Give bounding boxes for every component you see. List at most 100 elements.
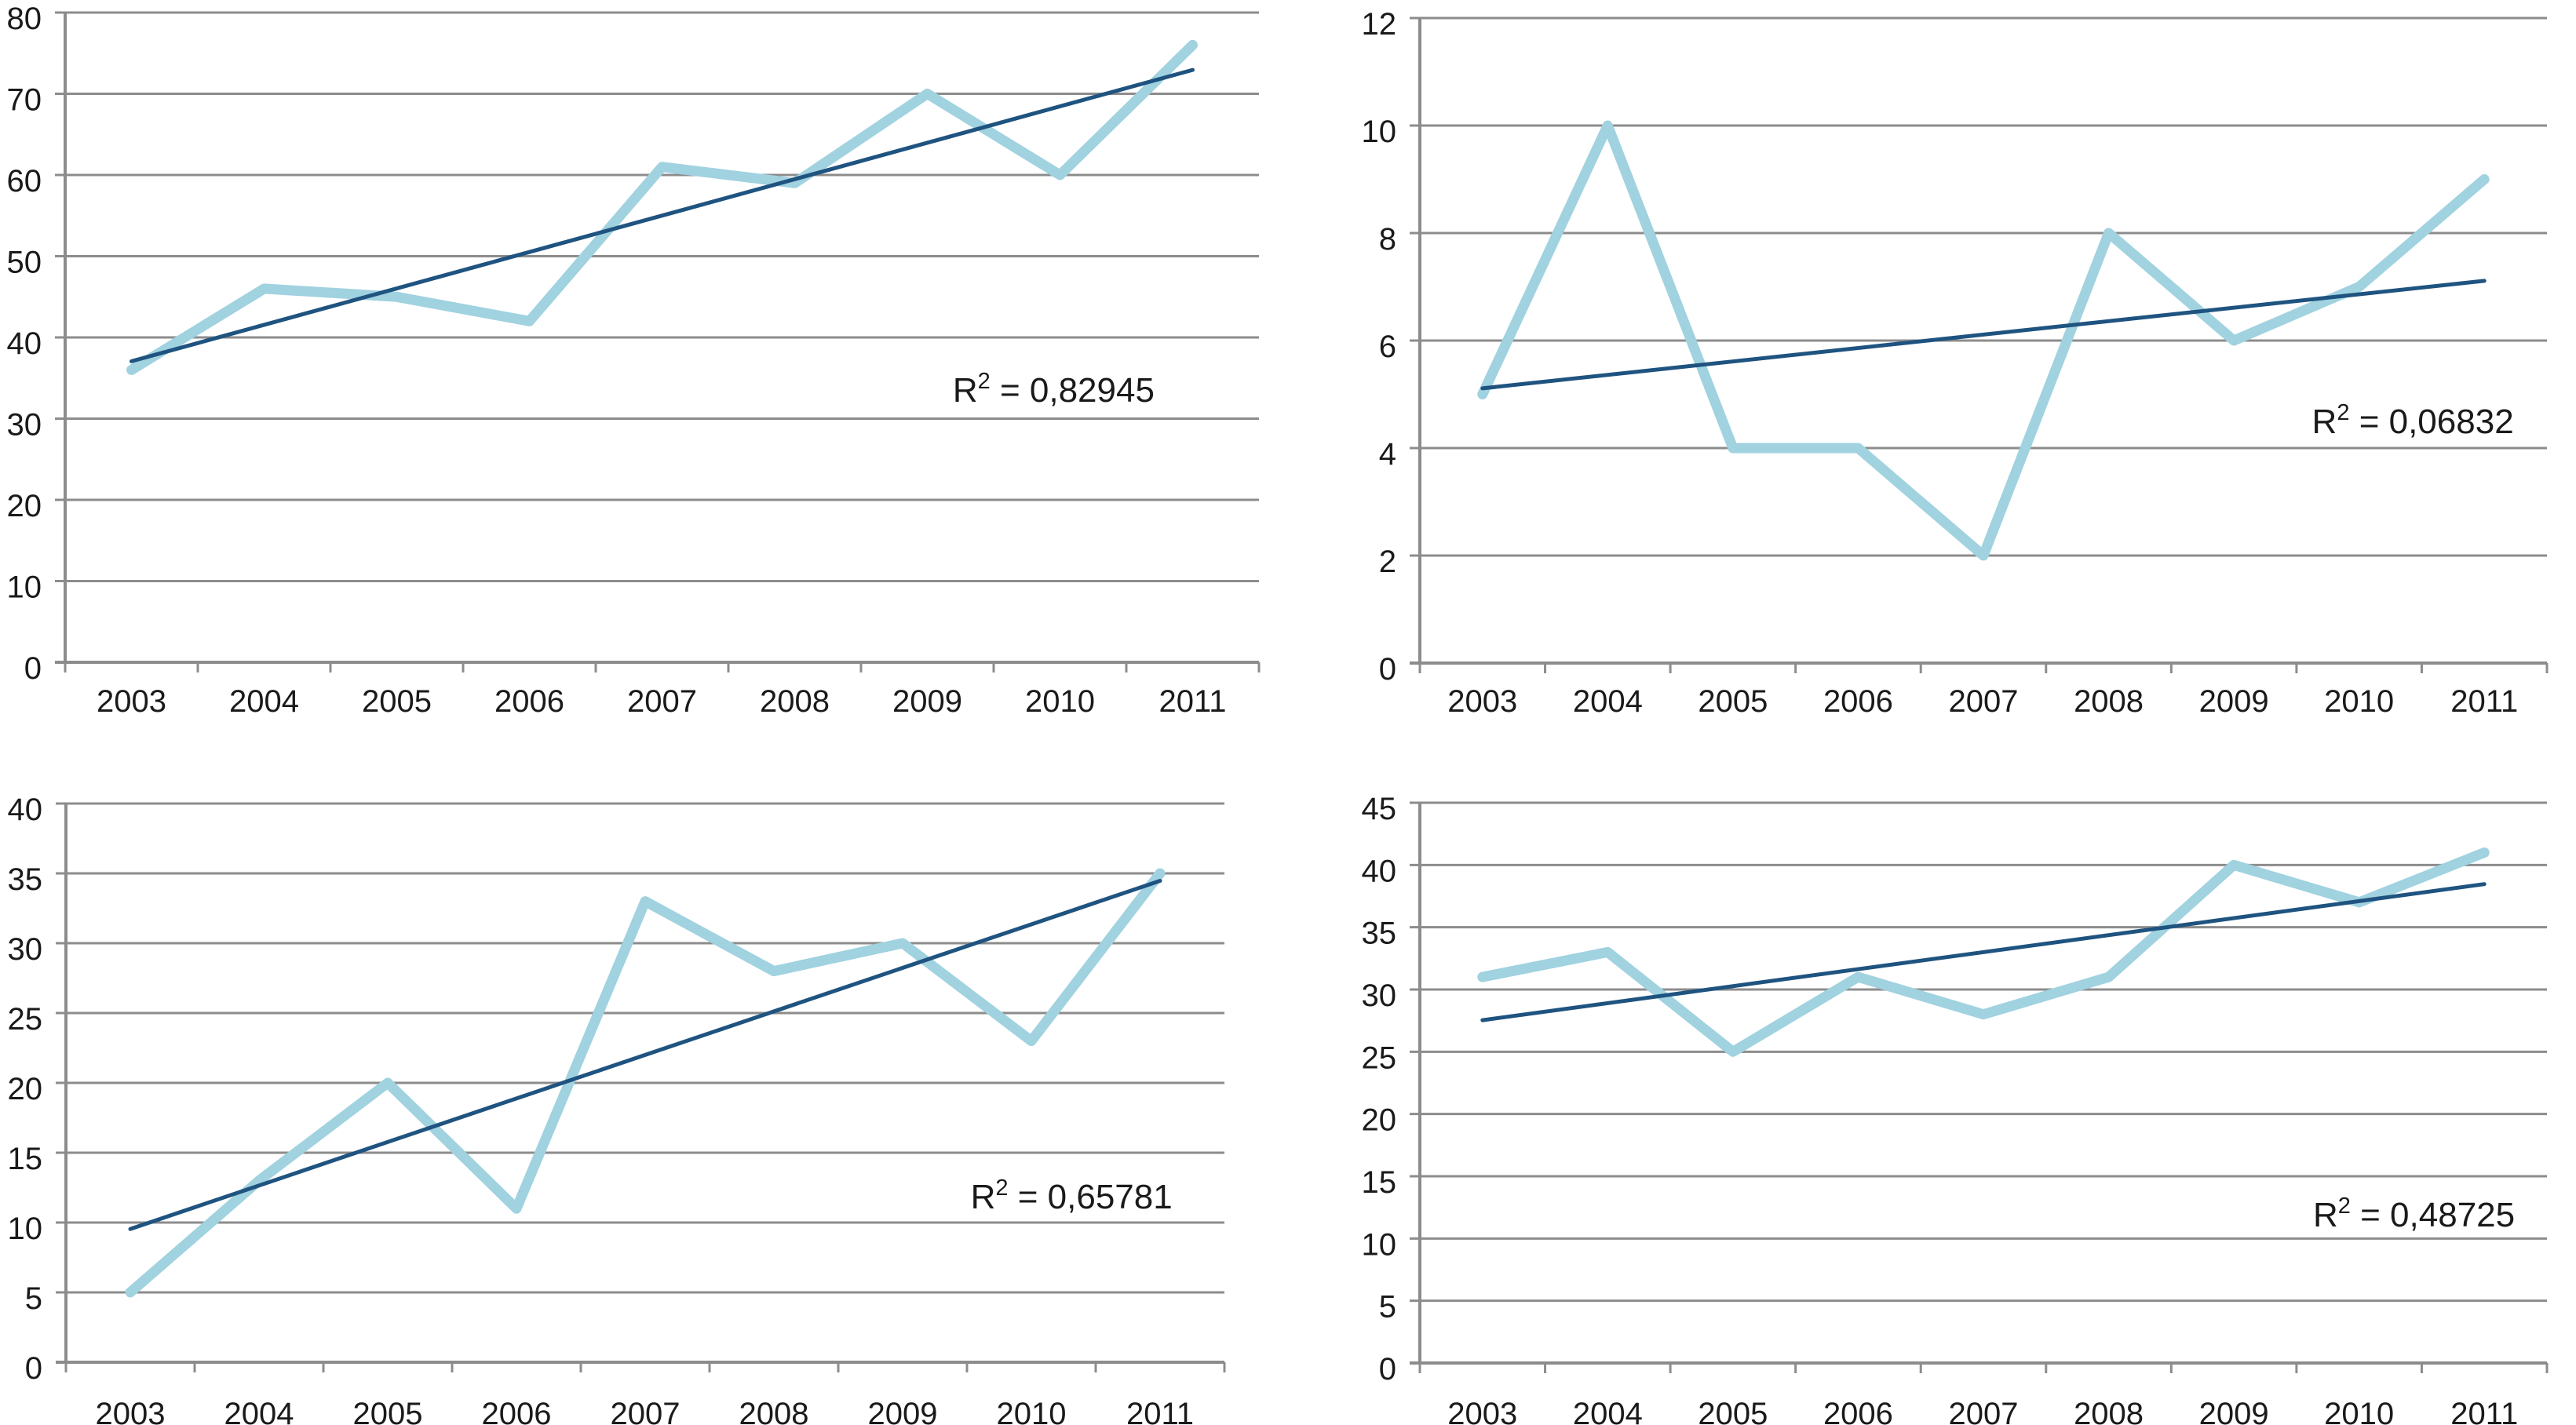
x-axis-ticks — [1418, 663, 2549, 673]
x-tick-label: 2003 — [96, 1397, 166, 1425]
x-tick-label: 2006 — [482, 1397, 552, 1425]
x-tick-label: 2010 — [2324, 684, 2394, 719]
x-tick-label: 2007 — [1949, 684, 2019, 719]
y-tick-label: 50 — [7, 246, 42, 280]
y-tick-label: 60 — [7, 164, 42, 199]
y-tick-label: 10 — [1362, 115, 1397, 149]
x-tick-label: 2003 — [1447, 684, 1517, 719]
y-tick-label: 40 — [7, 326, 42, 361]
trendline — [1480, 279, 2487, 391]
y-tick-label: 5 — [25, 1281, 42, 1316]
x-tick-label: 2009 — [2199, 1397, 2269, 1425]
x-axis-labels: 2003 2004 2005 2006 2007 2008 2009 2010 2011 — [96, 1397, 1195, 1425]
x-tick-label: 2004 — [1573, 684, 1643, 719]
y-tick-label: 20 — [1362, 1103, 1397, 1138]
y-tick-label: 12 — [1362, 7, 1397, 42]
y-tick-label: 0 — [24, 651, 42, 686]
y-tick-label: 15 — [1362, 1165, 1397, 1200]
x-tick-label: 2005 — [1698, 1397, 1768, 1425]
r2-label: R2 = 0,65781 — [971, 1175, 1173, 1216]
x-tick-label: 2006 — [1823, 1397, 1893, 1425]
chart-bottom-left: 0 5 10 15 20 25 30 35 40 2003 2004 20 0 5 2006 2007 2008… — [0, 712, 1288, 1425]
x-tick-label: 2004 — [224, 1397, 294, 1425]
x-tick-label: 2008 — [739, 1397, 809, 1425]
y-tick-label: 35 — [1362, 917, 1397, 951]
x-tick-label: 2007 — [1949, 1397, 2019, 1425]
x-tick-label: 2009 — [868, 1397, 938, 1425]
r2-label: R2 = 0,48725 — [2313, 1194, 2515, 1234]
x-tick-label: 2009 — [2199, 684, 2269, 719]
chart-canvas-bottom-left: 0 5 10 15 20 25 30 35 40 2003 2004 20 0 5 2006 2007 2008… — [8, 793, 1226, 1425]
x-tick-label: 2003 — [97, 684, 166, 719]
y-tick-label: 6 — [1379, 330, 1396, 364]
y-tick-label: 15 — [8, 1142, 43, 1176]
y-tick-label: 20 — [8, 1072, 43, 1106]
series-line — [125, 868, 1166, 1298]
trendline — [128, 879, 1162, 1231]
x-axis-ticks — [1418, 1363, 2549, 1373]
y-tick-label: 30 — [7, 408, 42, 443]
x-axis-ticks — [64, 1362, 1226, 1372]
y-axis-labels: 0 5 10 15 20 25 30 35 40 — [8, 793, 43, 1386]
x-axis-labels: 2003 2004 2005 2006 2007 2008 2009 2010 2011 — [1447, 1397, 2518, 1425]
y-tick-label: 2 — [1379, 545, 1396, 579]
y-tick-label: 10 — [7, 570, 42, 605]
x-tick-label: 2005 — [1698, 684, 1768, 719]
x-tick-label: 2003 — [1447, 1397, 1517, 1425]
y-tick-label: 0 — [1379, 652, 1396, 687]
x-tick-label: 2011 — [2450, 684, 2518, 719]
y-tick-label: 25 — [8, 1002, 43, 1037]
x-tick-label: 2010 — [1025, 684, 1095, 719]
y-tick-label: 10 — [8, 1212, 43, 1246]
y-tick-label: 30 — [8, 932, 43, 967]
y-axis-labels: 0 5 10 15 20 25 30 35 40 45 — [1362, 792, 1397, 1387]
x-tick-label: 2006 — [494, 684, 564, 719]
series-line — [126, 39, 1198, 375]
x-tick-label: 2011 — [2450, 1397, 2518, 1425]
chart-top-right: 0 2 4 6 8 10 12 2003 2004 2005 2006 2007 2008 2009 201… — [1288, 0, 2576, 719]
y-tick-label: 0 — [1379, 1352, 1396, 1387]
y-tick-label: 45 — [1362, 792, 1397, 826]
chart-canvas-top-right: 0 2 4 6 8 10 12 2003 2004 2005 2006 2007 2008 2009 201… — [1362, 7, 2549, 719]
x-tick-label: 2009 — [892, 684, 962, 719]
x-axis-labels: 2003 2004 2005 2006 2007 2008 2009 2010 2011 — [97, 684, 1227, 719]
gridlines — [55, 11, 1259, 664]
r2-label: R2 = 0,82945 — [953, 369, 1155, 410]
series-line — [1477, 120, 2490, 561]
y-tick-label: 35 — [8, 862, 43, 897]
trendline — [130, 67, 1195, 363]
chart-bottom-right: 0 5 10 15 20 25 30 35 40 45 2003 2004 2005 2006 2007 20… — [1288, 712, 2576, 1425]
x-tick-label: 2007 — [627, 684, 697, 719]
y-tick-label: 40 — [8, 793, 43, 827]
series-line — [1477, 847, 2490, 1057]
x-axis-ticks — [64, 662, 1261, 672]
trendline — [1480, 882, 2487, 1022]
x-tick-label: 2008 — [2074, 1397, 2144, 1425]
gridlines — [1410, 801, 2547, 1365]
x-tick-label: 2008 — [760, 684, 830, 719]
y-tick-label: 20 — [7, 489, 42, 523]
x-tick-label: 2008 — [2074, 684, 2144, 719]
y-tick-label: 40 — [1362, 854, 1397, 888]
y-axis-labels: 0 10 20 30 40 50 60 70 80 — [7, 2, 42, 686]
x-axis-labels: 2003 2004 2005 2006 2007 2008 2009 2010 2011 — [1447, 684, 2518, 719]
gridlines — [1410, 16, 2547, 665]
x-tick-label: 2010 — [2324, 1397, 2394, 1425]
gridlines — [56, 802, 1224, 1364]
x-tick-label: 2004 — [1573, 1397, 1643, 1425]
y-tick-label: 30 — [1362, 979, 1397, 1013]
x-tick-label: 2011 — [1158, 684, 1226, 719]
chart-top-left: 0 10 20 30 40 50 60 70 80 2003 2004 2005 2006 2007 200… — [0, 0, 1288, 719]
y-tick-label: 25 — [1362, 1041, 1397, 1075]
x-tick-label: 2007 — [611, 1397, 680, 1425]
y-tick-label: 0 — [25, 1351, 42, 1386]
y-tick-label: 10 — [1362, 1227, 1397, 1262]
y-tick-label: 70 — [7, 83, 42, 118]
y-tick-label: 80 — [7, 2, 42, 36]
r2-label: R2 = 0,06832 — [2312, 400, 2514, 441]
y-axis-labels: 0 2 4 6 8 10 12 — [1362, 7, 1397, 687]
x-tick-label: 2011 — [1126, 1397, 1194, 1425]
